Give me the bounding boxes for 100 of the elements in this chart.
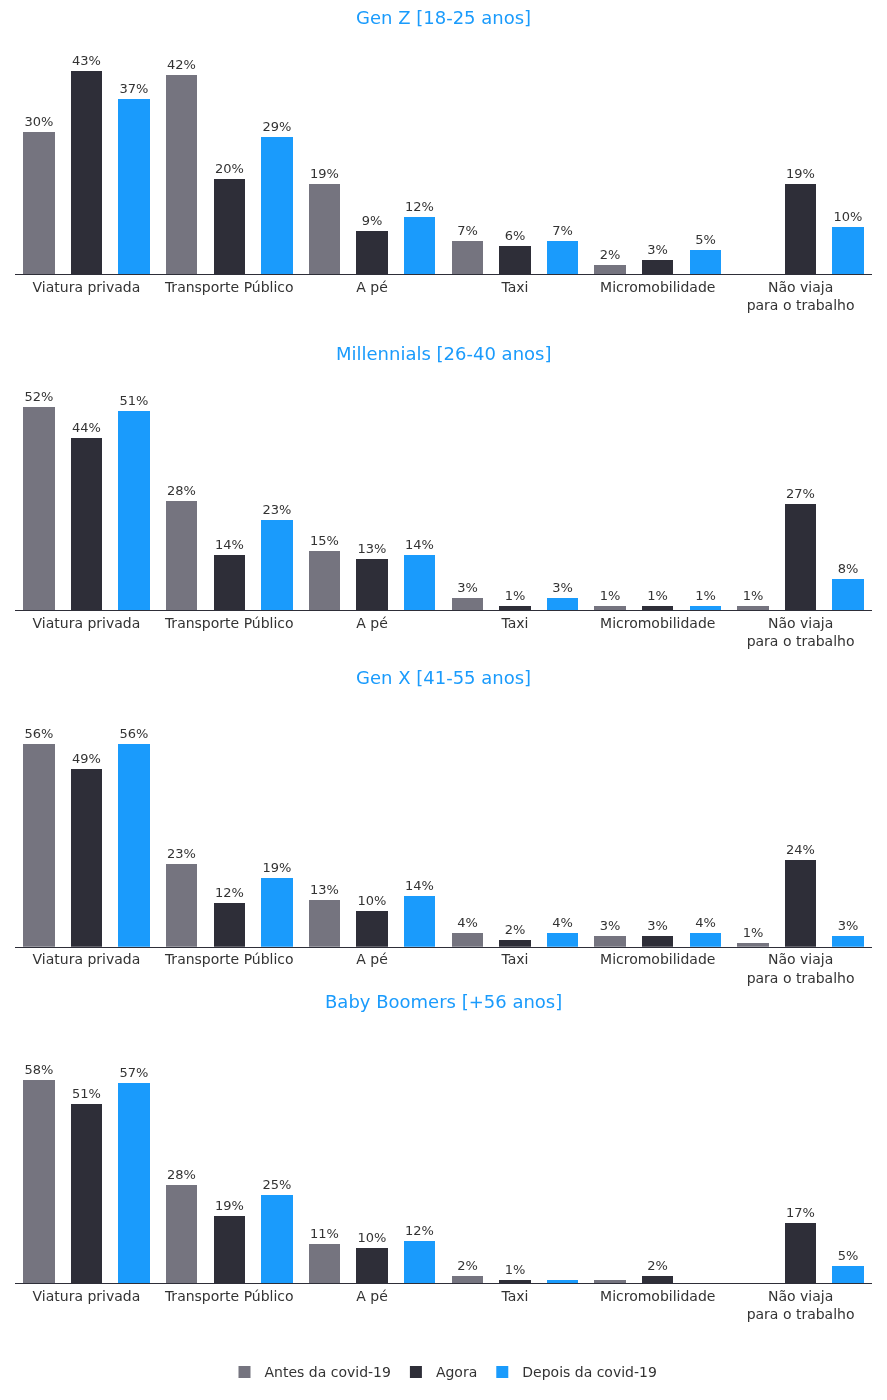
data-label: 27% bbox=[786, 486, 815, 502]
bar bbox=[166, 75, 197, 274]
x-tick-label: Taxi bbox=[500, 278, 529, 295]
data-label: 30% bbox=[24, 114, 54, 129]
bar bbox=[452, 932, 483, 947]
data-label: 2% bbox=[457, 1257, 478, 1273]
data-label: 5% bbox=[695, 232, 716, 247]
bar bbox=[452, 1275, 483, 1283]
data-label: 28% bbox=[167, 483, 196, 499]
data-label: 51% bbox=[72, 1085, 101, 1101]
x-tick-label: A pé bbox=[356, 1287, 388, 1304]
bar bbox=[309, 184, 340, 274]
x-tick-label: Micromobilidade bbox=[600, 615, 716, 632]
bar bbox=[404, 1240, 435, 1283]
x-tick-label: Não viaja para o trabalho bbox=[746, 278, 855, 314]
chart-title: Gen X [41-55 anos] bbox=[356, 667, 532, 688]
data-label: 3% bbox=[552, 580, 573, 596]
data-label: 14% bbox=[405, 537, 434, 553]
bar bbox=[23, 743, 55, 947]
legend-label: Antes da covid-19 bbox=[264, 1364, 391, 1381]
data-label: 24% bbox=[786, 841, 815, 857]
data-label: 19% bbox=[786, 166, 815, 181]
x-tick-label: Micromobilidade bbox=[600, 951, 716, 968]
bar bbox=[309, 899, 340, 947]
x-tick-label: Viatura privada bbox=[32, 615, 141, 632]
data-label: 44% bbox=[72, 420, 101, 436]
bar bbox=[832, 579, 864, 611]
x-tick-label: Não viaja para o trabalho bbox=[746, 951, 855, 986]
bar bbox=[404, 217, 435, 274]
data-label: 13% bbox=[357, 541, 387, 557]
data-label: 25% bbox=[262, 1176, 292, 1192]
legend-label: Depois da covid-19 bbox=[522, 1364, 657, 1381]
x-tick-label: Viatura privada bbox=[32, 951, 141, 968]
x-tick-label: Não viaja para o trabalho bbox=[746, 1287, 855, 1322]
data-label: 23% bbox=[167, 845, 196, 861]
data-label: 56% bbox=[24, 725, 54, 741]
data-label: 28% bbox=[167, 1166, 196, 1182]
bar bbox=[261, 1194, 293, 1283]
bar bbox=[261, 877, 293, 947]
bar bbox=[547, 1279, 578, 1283]
data-label: 7% bbox=[552, 223, 573, 238]
data-label: 2% bbox=[647, 1257, 668, 1273]
bar bbox=[547, 598, 578, 611]
data-label: 23% bbox=[262, 502, 292, 518]
bar bbox=[404, 555, 435, 611]
data-label: 52% bbox=[24, 389, 54, 405]
data-label: 19% bbox=[262, 859, 292, 875]
bar bbox=[118, 411, 150, 611]
x-tick-label: Micromobilidade bbox=[600, 1287, 716, 1304]
x-tick-label: A pé bbox=[356, 278, 388, 295]
bar bbox=[166, 863, 197, 947]
data-label: 3% bbox=[647, 917, 668, 933]
bar bbox=[594, 265, 626, 274]
data-label: 12% bbox=[405, 1222, 434, 1238]
legend-label: Agora bbox=[435, 1364, 478, 1381]
x-tick-label: A pé bbox=[356, 615, 388, 632]
bar bbox=[23, 132, 55, 274]
data-label: 43% bbox=[72, 53, 101, 68]
data-label: 1% bbox=[504, 1261, 526, 1277]
data-label: 3% bbox=[599, 917, 621, 933]
x-tick-label: Transporte Público bbox=[163, 1287, 294, 1304]
bar bbox=[547, 241, 578, 274]
bar bbox=[452, 241, 483, 274]
data-label: 37% bbox=[119, 81, 149, 96]
bar bbox=[23, 1079, 55, 1283]
bar bbox=[690, 932, 721, 947]
data-label: 12% bbox=[405, 199, 434, 214]
x-tick-label: Transporte Público bbox=[163, 615, 294, 632]
data-label: 15% bbox=[310, 533, 339, 549]
bar bbox=[118, 1082, 150, 1283]
x-tick-label: Não viaja para o trabalho bbox=[746, 615, 855, 650]
data-label: 14% bbox=[405, 877, 434, 893]
data-label: 42% bbox=[167, 57, 196, 72]
bar bbox=[594, 935, 626, 947]
bar bbox=[309, 1243, 340, 1283]
data-label: 1% bbox=[695, 588, 716, 604]
bar bbox=[690, 606, 721, 611]
data-label: 4% bbox=[695, 914, 716, 930]
data-label: 1% bbox=[742, 924, 764, 940]
data-label: 49% bbox=[72, 750, 101, 766]
data-label: 11% bbox=[310, 1225, 339, 1241]
x-tick-label: Taxi bbox=[500, 1287, 529, 1304]
bar bbox=[261, 137, 293, 274]
data-label: 7% bbox=[457, 223, 478, 238]
data-label: 1% bbox=[742, 588, 764, 604]
bar bbox=[404, 895, 435, 947]
data-label: 2% bbox=[504, 921, 526, 937]
data-label: 56% bbox=[119, 725, 149, 741]
data-label: 13% bbox=[310, 881, 339, 897]
data-label: 1% bbox=[504, 588, 526, 604]
data-label: 2% bbox=[599, 247, 621, 262]
x-tick-label: Taxi bbox=[500, 951, 529, 968]
data-label: 29% bbox=[262, 119, 292, 134]
data-label: 57% bbox=[119, 1064, 149, 1080]
data-label: 1% bbox=[599, 588, 621, 604]
data-label: 5% bbox=[837, 1247, 859, 1263]
data-label: 10% bbox=[357, 892, 387, 908]
x-tick-label: Transporte Público bbox=[163, 278, 294, 295]
bar bbox=[118, 743, 150, 947]
x-tick-label: Viatura privada bbox=[32, 278, 141, 295]
